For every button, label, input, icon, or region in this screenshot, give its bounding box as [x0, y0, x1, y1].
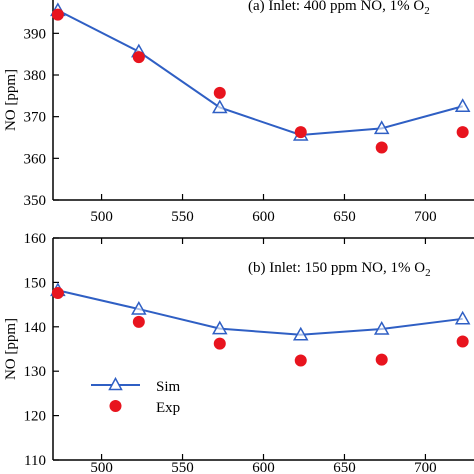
x-tick-label: 500 — [90, 209, 113, 225]
exp-point — [294, 126, 307, 139]
legend-exp-label: Exp — [156, 400, 180, 416]
y-tick-label: 350 — [24, 193, 47, 209]
exp-point — [132, 51, 145, 64]
panel-a-x-ticks: 500 550 600 650 700 — [90, 194, 437, 225]
y-tick-label: 380 — [24, 68, 47, 84]
exp-point — [51, 8, 64, 21]
x-tick-label: 700 — [414, 209, 437, 225]
exp-point — [294, 354, 307, 367]
panel-a-sim-markers — [50, 2, 471, 141]
y-tick-label: 130 — [24, 364, 47, 380]
exp-point — [375, 141, 388, 154]
sim-point — [373, 320, 390, 335]
exp-point — [375, 353, 388, 366]
y-tick-label: 150 — [24, 275, 47, 291]
exp-point — [51, 287, 64, 300]
panel-b-annotation-subscript: 2 — [425, 267, 431, 279]
panel-b-annotation-main: (b) Inlet: 150 ppm NO, 1% O — [248, 260, 425, 276]
x-tick-label: 700 — [414, 460, 437, 474]
panel-b-ylabel: NO [ppm] — [3, 318, 19, 380]
sim-point — [211, 320, 228, 335]
panel-a-annotation-main: (a) Inlet: 400 ppm NO, 1% O — [248, 0, 424, 14]
exp-point — [213, 86, 226, 99]
y-tick-label: 110 — [24, 453, 46, 469]
panel-b-exp-markers — [51, 287, 469, 367]
panel-a-ylabel: NO [ppm] — [3, 69, 19, 131]
x-tick-label: 550 — [171, 209, 194, 225]
y-tick-label: 160 — [24, 231, 47, 247]
panel-b-x-ticks: 500 550 600 650 700 — [90, 238, 437, 474]
panel-a-sim-line — [57, 9, 463, 137]
y-tick-label: 140 — [24, 320, 47, 336]
panel-a-annotation: (a) Inlet: 400 ppm NO, 1% O2 — [248, 0, 430, 17]
sim-point — [131, 301, 147, 315]
exp-point — [456, 126, 469, 139]
x-tick-label: 550 — [171, 460, 194, 474]
sim-point — [454, 310, 471, 325]
sim-point — [292, 326, 309, 341]
sim-point — [454, 98, 471, 112]
panel-b-annotation: (b) Inlet: 150 ppm NO, 1% O2 — [248, 260, 431, 279]
panel-b-sim-line — [57, 289, 463, 336]
exp-point — [213, 337, 226, 350]
sim-point — [373, 120, 390, 135]
legend-sim-label: Sim — [156, 379, 181, 395]
exp-point — [456, 335, 469, 348]
panel-b-y-ticks: 110 120 130 140 150 160 — [24, 231, 59, 469]
legend-exp-marker — [109, 400, 122, 412]
y-tick-label: 360 — [24, 151, 47, 167]
panel-b: 110 120 130 140 150 160 500 550 600 650 700 NO [p… — [3, 231, 474, 474]
y-tick-label: 390 — [24, 26, 47, 42]
legend-sim-marker — [108, 376, 123, 391]
y-tick-label: 370 — [24, 110, 47, 126]
panel-a-y-ticks: 350 360 370 380 390 — [24, 26, 59, 209]
panel-a: 350 360 370 380 390 500 550 600 650 700 NO [ppm]… — [3, 0, 474, 225]
sim-point — [211, 99, 228, 114]
x-tick-label: 600 — [252, 460, 275, 474]
x-tick-label: 650 — [333, 460, 356, 474]
y-tick-label: 120 — [24, 409, 47, 425]
panel-a-exp-markers — [51, 8, 469, 154]
x-tick-label: 500 — [90, 460, 113, 474]
x-tick-label: 600 — [252, 209, 275, 225]
panel-a-annotation-subscript: 2 — [424, 5, 430, 17]
exp-point — [132, 315, 145, 328]
x-tick-label: 650 — [333, 209, 356, 225]
legend: Sim Exp — [91, 376, 181, 416]
